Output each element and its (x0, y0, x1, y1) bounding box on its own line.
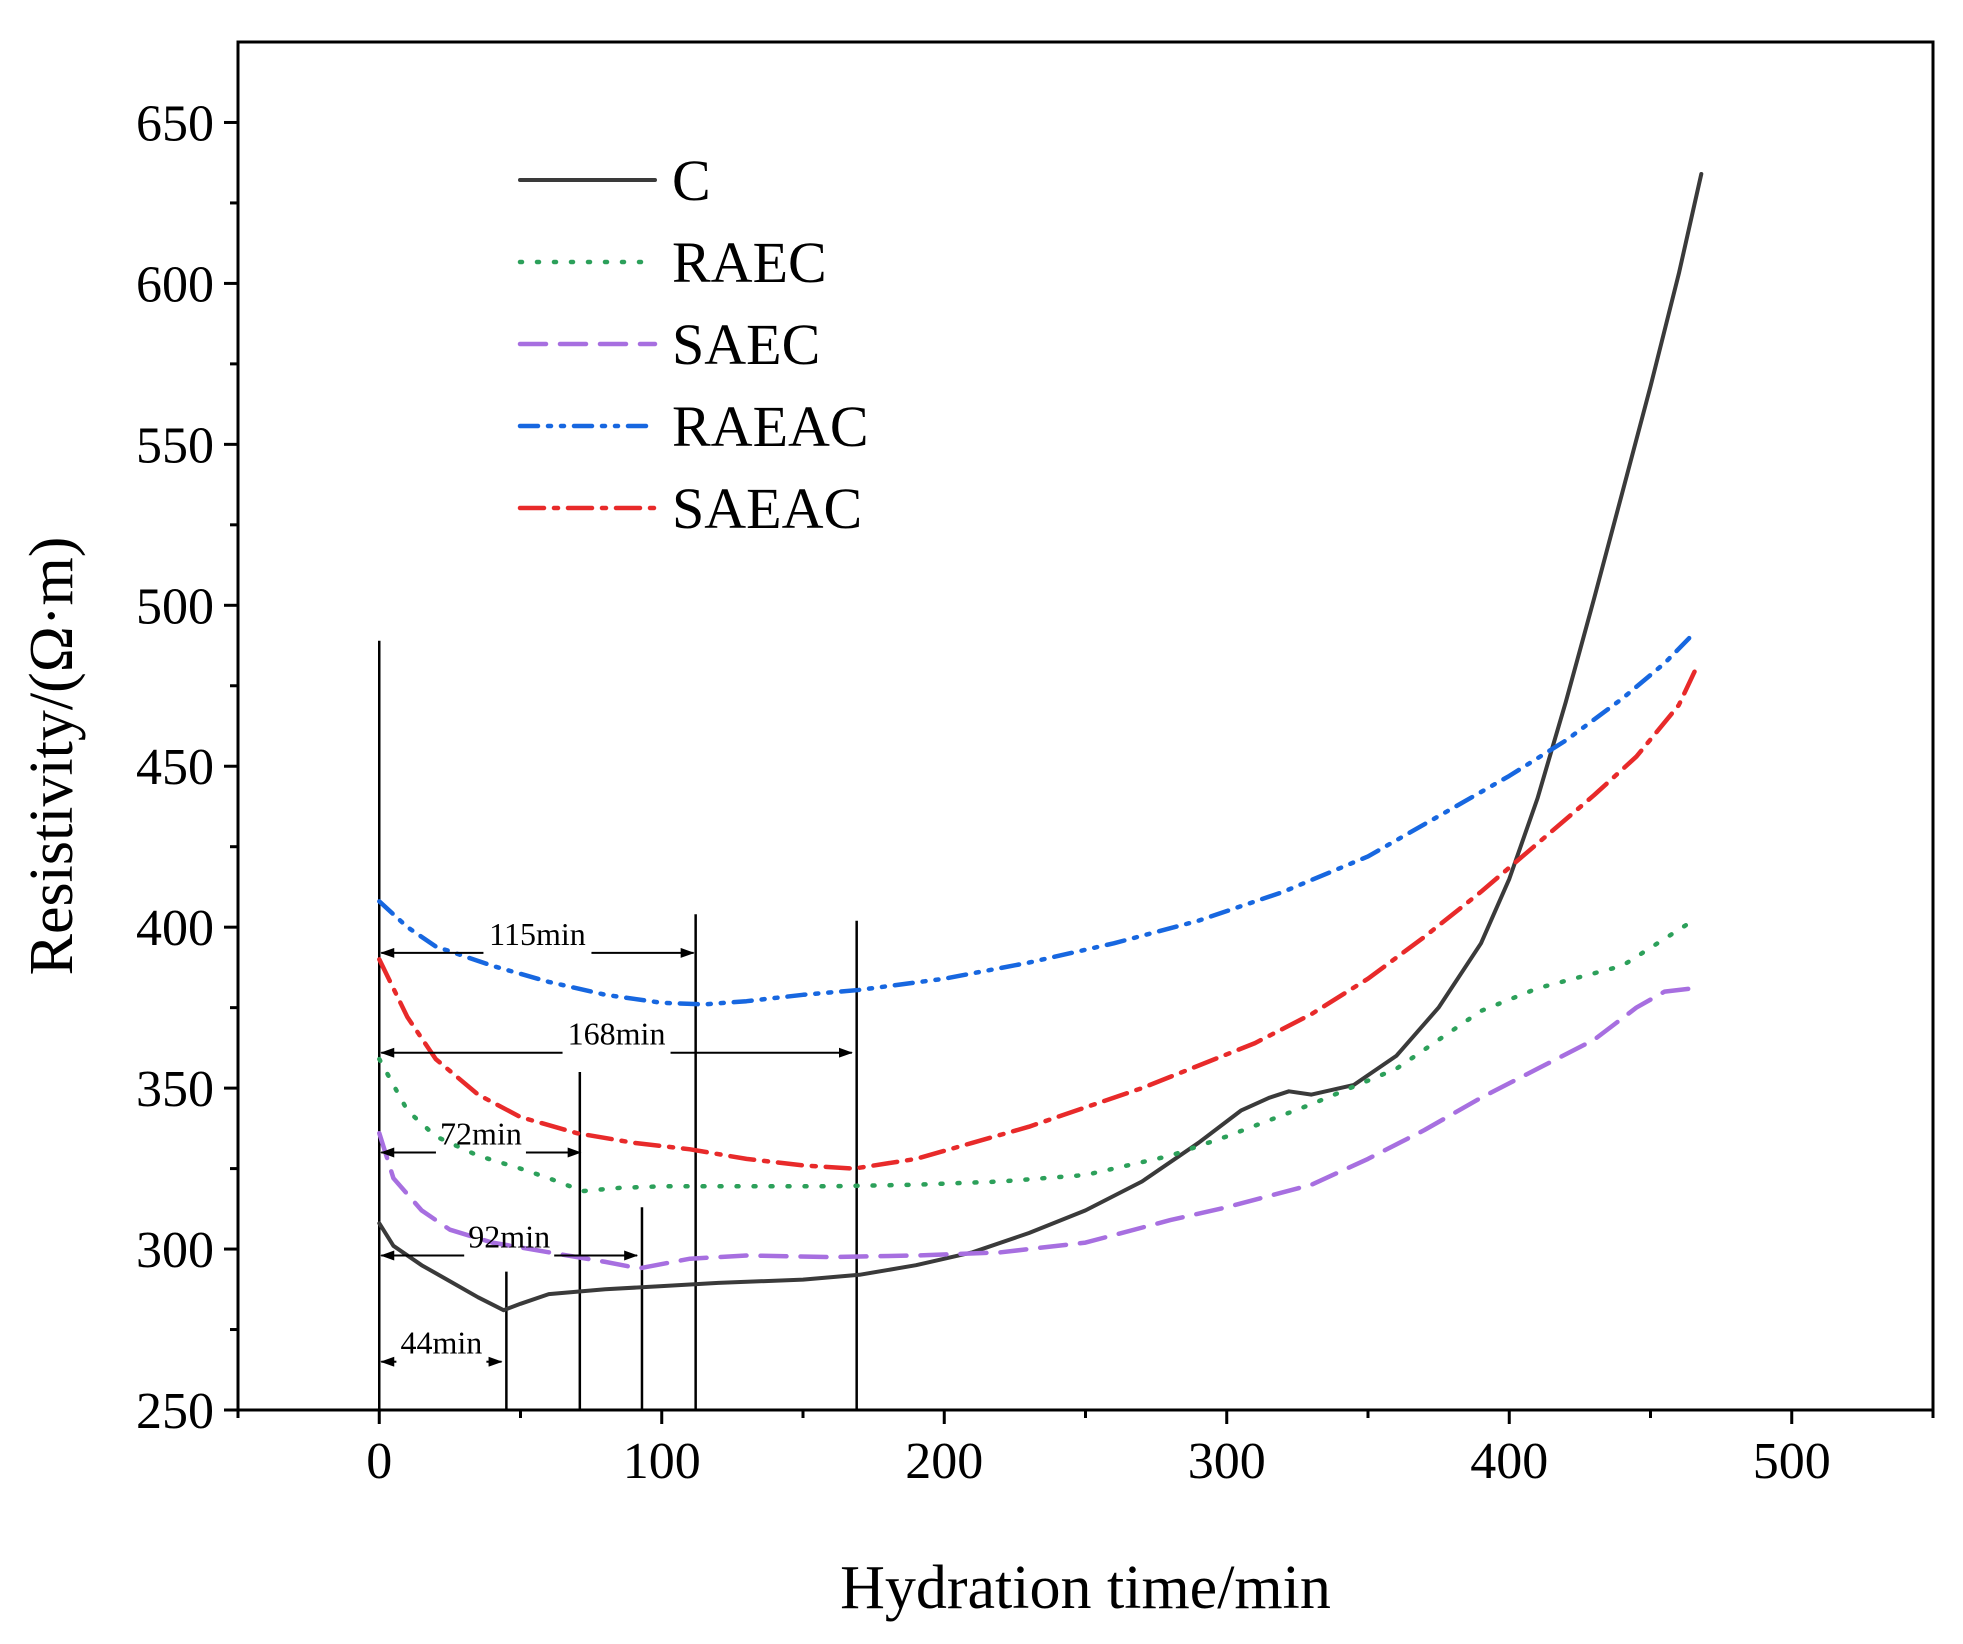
annotation-label: 168min (568, 1016, 666, 1052)
x-tick-label: 0 (366, 1433, 392, 1490)
y-tick-label: 400 (136, 900, 214, 957)
legend-label-saec: SAEC (672, 312, 820, 377)
y-axis-title: Resistivity/(Ω·m) (18, 537, 86, 976)
series-line-saec (377, 986, 1696, 1271)
annotation-label: 92min (468, 1218, 550, 1254)
series-line-raeac (377, 632, 1696, 1007)
series-line-saeac (377, 660, 1701, 1171)
y-tick-label: 650 (136, 95, 214, 152)
x-tick-label: 500 (1753, 1433, 1831, 1490)
series-line-raec (377, 918, 1696, 1194)
y-tick-label: 600 (136, 256, 214, 313)
x-tick-label: 200 (905, 1433, 983, 1490)
legend-label-raec: RAEC (672, 230, 827, 295)
annotation-label: 115min (489, 916, 586, 952)
series-lines (377, 172, 1704, 1313)
interval-annotations: 44min 72min 92min 115min 168min (380, 916, 853, 1367)
reference-lines (378, 640, 858, 1410)
y-tick-label: 550 (136, 417, 214, 474)
legend-label-saeac: SAEAC (672, 476, 862, 541)
axis-ticks: 0 100 200 300 400 500 250 300 350 400 450 500 550 600… (136, 95, 1935, 1490)
annotation-label: 72min (440, 1115, 522, 1151)
annotation-label: 44min (401, 1325, 483, 1361)
x-tick-label: 100 (623, 1433, 701, 1490)
y-tick-label: 300 (136, 1222, 214, 1279)
series-line-c (377, 172, 1704, 1313)
x-axis-title: Hydration time/min (840, 1554, 1331, 1622)
y-tick-label: 250 (136, 1383, 214, 1440)
y-tick-label: 500 (136, 578, 214, 635)
legend: C RAEC SAEC RAEAC SAEAC (517, 148, 869, 541)
legend-label-raeac: RAEAC (672, 394, 869, 459)
legend-label-c: C (672, 148, 711, 213)
y-tick-label: 450 (136, 739, 214, 796)
x-tick-label: 300 (1188, 1433, 1266, 1490)
y-tick-label: 350 (136, 1061, 214, 1118)
x-tick-label: 400 (1470, 1433, 1548, 1490)
